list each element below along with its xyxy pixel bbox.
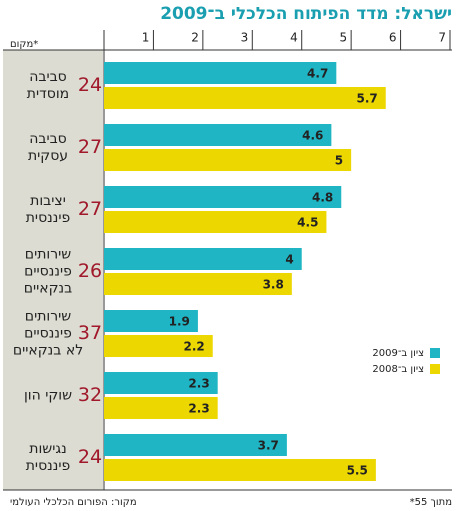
category-label: בנקאיים	[24, 281, 73, 297]
x-tick-label: 6	[389, 31, 397, 45]
bar	[104, 273, 292, 295]
legend-swatch	[430, 364, 440, 374]
value-label: 4.7	[307, 67, 328, 81]
x-tick-label: 4	[290, 31, 298, 45]
rank: 32	[78, 384, 102, 406]
source: מקור: הפורום הכלכלי העולמי	[10, 497, 137, 508]
bar	[104, 124, 332, 146]
rank: 26	[78, 260, 102, 282]
x-tick-label: 3	[241, 31, 249, 45]
category-label: מוסדית	[27, 86, 69, 102]
category-label: סביבה	[29, 69, 67, 85]
category-label: פיננסיים	[24, 264, 72, 280]
value-label: 2.3	[188, 377, 209, 391]
value-label: 4	[285, 253, 293, 267]
bar	[104, 434, 287, 456]
category-panel	[3, 50, 103, 490]
x-tick-label: 5	[340, 31, 348, 45]
rank: 27	[78, 198, 102, 220]
rank: 27	[78, 136, 102, 158]
category-label: עסקית	[28, 148, 68, 164]
value-label: 5.7	[356, 92, 377, 106]
bar	[104, 149, 352, 171]
bar	[104, 372, 218, 394]
x-tick-label: 1	[142, 31, 150, 45]
category-label: סביבה	[29, 131, 67, 147]
legend-swatch	[430, 348, 440, 358]
category-label: פיננסיים	[24, 326, 72, 342]
value-label: 2.3	[188, 402, 209, 416]
legend-label: ציון ב־2009	[372, 348, 424, 359]
value-label: 4.6	[302, 129, 323, 143]
category-label: שוקי הון	[24, 388, 72, 404]
bar	[104, 397, 218, 419]
bar	[104, 459, 376, 481]
x-tick-label: 2	[191, 31, 199, 45]
value-label: 1.9	[169, 315, 190, 329]
legend-label: ציון ב־2008	[372, 364, 424, 375]
footnote: *מתוך 55	[410, 497, 452, 508]
category-label: נגישות	[29, 441, 66, 457]
value-label: 3.7	[258, 439, 279, 453]
rank: 24	[78, 74, 102, 96]
bar	[104, 87, 386, 109]
value-label: 4.5	[297, 216, 318, 230]
category-label: יציבות	[30, 193, 66, 209]
category-label: שירותים	[25, 309, 71, 325]
bar	[104, 335, 213, 357]
rank: 24	[78, 446, 102, 468]
category-label: שירותים	[25, 247, 71, 263]
rank-header: מקום*	[10, 39, 38, 50]
bar	[104, 248, 302, 270]
bar	[104, 310, 198, 332]
chart-title: ישראל: מדד הפיתוח הכלכלי ב־2009	[160, 4, 452, 24]
bar	[104, 211, 327, 233]
rank: 37	[78, 322, 102, 344]
bar	[104, 186, 342, 208]
category-label: פיננסית	[26, 210, 71, 226]
value-label: 3.8	[263, 278, 284, 292]
category-label: לא בנקאיים	[13, 343, 83, 359]
bar	[104, 62, 337, 84]
x-tick-label: 7	[438, 31, 446, 45]
value-label: 5.5	[347, 464, 368, 478]
value-label: 2.2	[183, 340, 204, 354]
category-label: פיננסית	[26, 458, 71, 474]
value-label: 4.8	[312, 191, 333, 205]
value-label: 5	[335, 154, 343, 168]
